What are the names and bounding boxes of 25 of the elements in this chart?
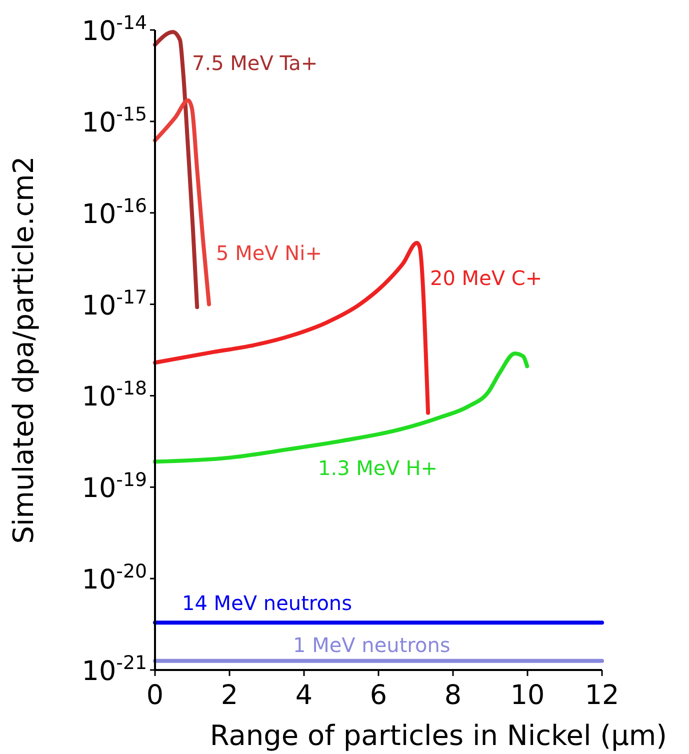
x-tick-label: 2 bbox=[220, 680, 238, 711]
y-tick-label: 10$^{-21}$ bbox=[82, 652, 147, 687]
y-tick-label: 10$^{-16}$ bbox=[82, 194, 147, 230]
y-tick-label: 10$^{-19}$ bbox=[82, 469, 147, 504]
x-tick-label: 8 bbox=[444, 680, 462, 711]
y-tick-label: 10$^{-15}$ bbox=[82, 103, 147, 138]
y-tick-label: 10$^{-17}$ bbox=[82, 286, 147, 322]
series-label: 5 MeV Ni+ bbox=[216, 241, 322, 265]
x-tick-label: 6 bbox=[370, 680, 388, 711]
series-label: 1 MeV neutrons bbox=[293, 633, 450, 657]
x-tick-label: 10 bbox=[510, 680, 545, 711]
series-label: 7.5 MeV Ta+ bbox=[192, 51, 318, 75]
series-label: 1.3 MeV H+ bbox=[318, 456, 438, 480]
series-label: 14 MeV neutrons bbox=[182, 591, 352, 615]
y-tick-label: 10$^{-20}$ bbox=[82, 560, 147, 596]
x-axis-title: Range of particles in Nickel (µm) bbox=[210, 719, 668, 752]
line-series bbox=[153, 240, 430, 415]
y-tick-label: 10$^{-14}$ bbox=[82, 12, 147, 47]
x-tick-label: 0 bbox=[146, 680, 164, 711]
y-tick-label: 10$^{-18}$ bbox=[82, 378, 147, 413]
x-tick-label: 4 bbox=[295, 680, 313, 711]
x-tick-label: 12 bbox=[584, 680, 620, 711]
y-axis-title: Simulated dpa/particle.cm2 bbox=[7, 156, 40, 544]
line-series bbox=[153, 98, 212, 306]
series-label: 20 MeV C+ bbox=[430, 266, 542, 290]
